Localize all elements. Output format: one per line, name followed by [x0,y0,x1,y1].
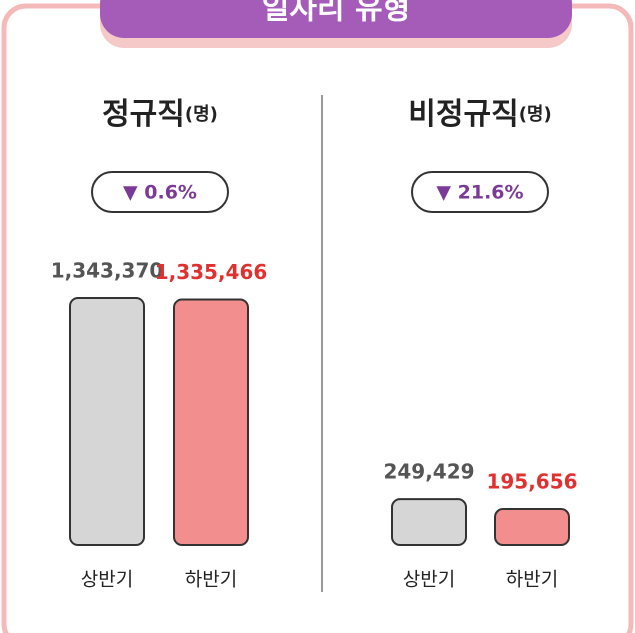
category-label: 상반기 [81,569,133,591]
change-pill [411,171,549,213]
chart-title: 비정규직(명) [408,97,551,132]
header-title: 일자리 유형 [262,0,410,27]
chart-title-text: 비정규직 [408,97,518,132]
bar [391,498,467,546]
bar [494,508,570,546]
category-label: 하반기 [506,569,558,591]
chart-unit: (명) [185,104,218,125]
bar [173,298,249,546]
change-label: ▼ 21.6% [436,182,523,204]
chart-title: 정규직(명) [102,97,218,132]
value-label: 249,429 [383,460,474,484]
category-label: 하반기 [185,569,237,591]
change-pill [91,171,229,213]
chart-title-text: 정규직 [102,97,185,132]
change-label: ▼ 0.6% [123,182,197,204]
value-label: 195,656 [486,470,577,494]
bar [69,297,145,546]
value-label: 1,335,466 [155,260,268,284]
tab [100,0,572,38]
category-label: 상반기 [403,569,455,591]
chart-unit: (명) [519,104,552,125]
value-label: 1,343,370 [51,259,164,283]
